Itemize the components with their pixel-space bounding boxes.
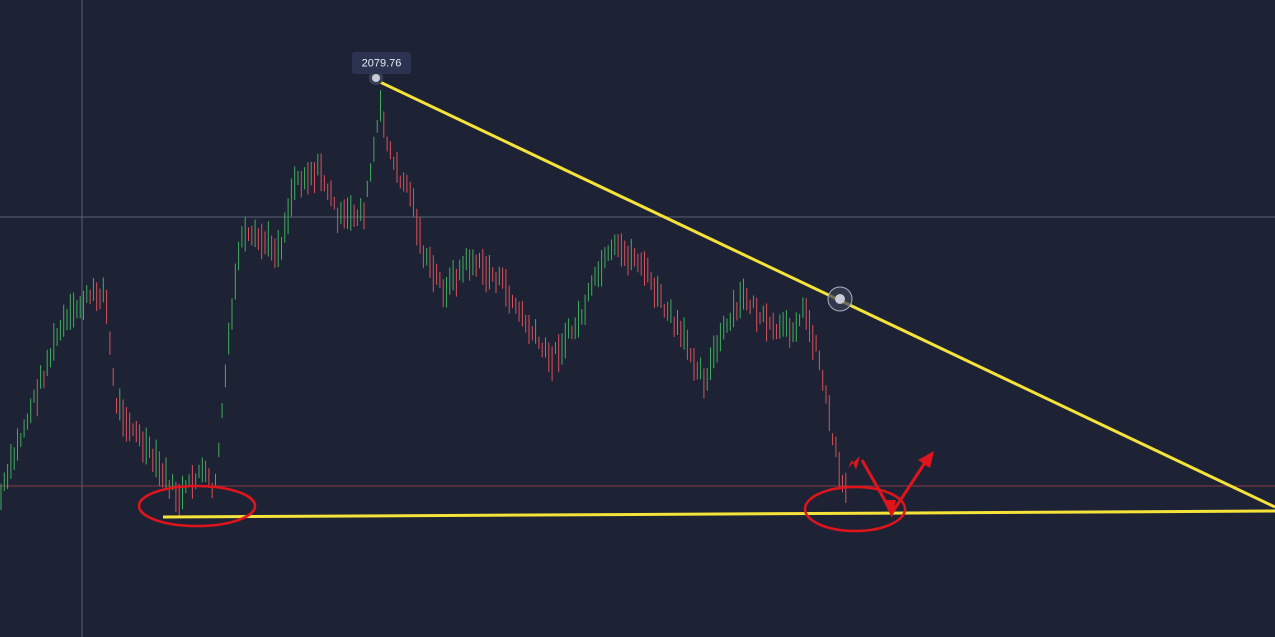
- price-label-box: [352, 52, 411, 74]
- arrow-head: [883, 500, 896, 518]
- drag-handle-center[interactable]: [835, 294, 845, 304]
- drag-handle-center[interactable]: [372, 74, 380, 82]
- circle-marker: [137, 484, 257, 528]
- arrow-head: [918, 451, 934, 468]
- circle-marker: [803, 485, 907, 533]
- trend-line-upper: [379, 80, 1275, 509]
- price-label: 2079.76: [362, 57, 402, 69]
- trend-line-lower: [162, 509, 1275, 519]
- arrow-head: [848, 456, 860, 470]
- price-bars: [0, 90, 847, 519]
